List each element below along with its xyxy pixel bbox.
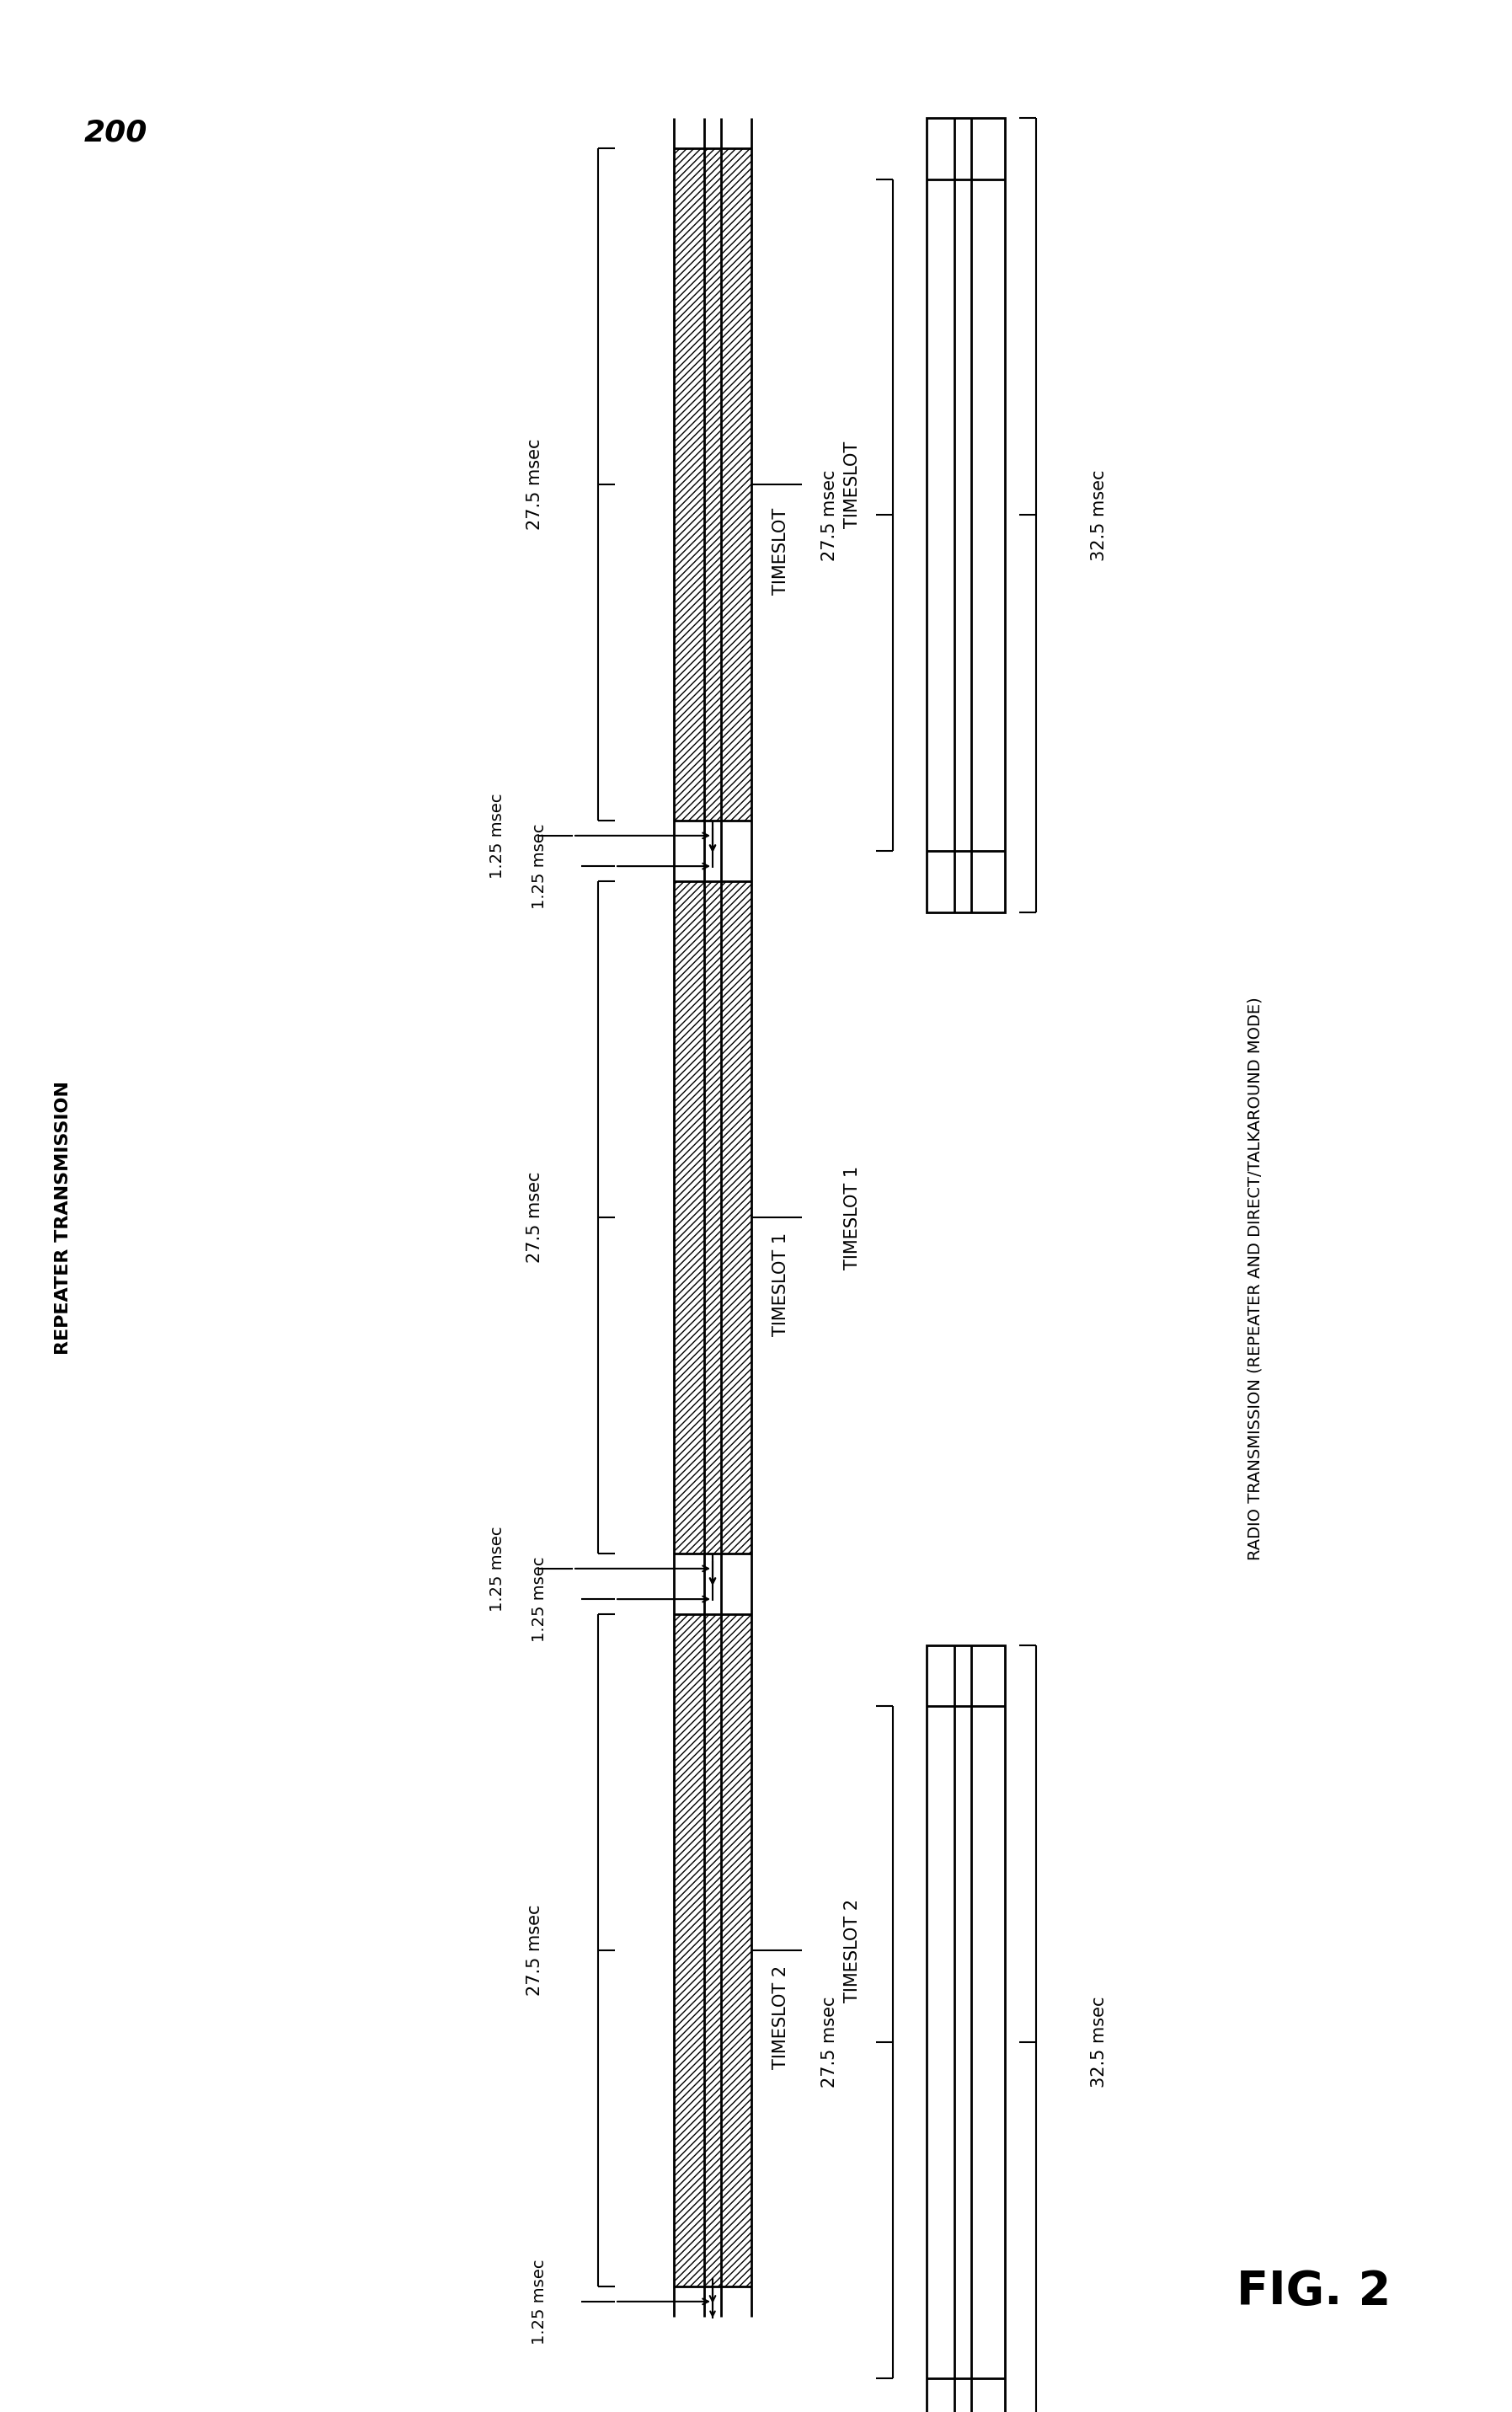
Text: 32.5 msec: 32.5 msec: [1090, 470, 1108, 560]
Text: 27.5 msec: 27.5 msec: [821, 470, 838, 560]
Text: TIMESLOT 2: TIMESLOT 2: [844, 1898, 860, 2002]
Bar: [927, 1705, 1005, 2378]
Text: 1.25 msec: 1.25 msec: [531, 1556, 547, 1643]
Text: 27.5 msec: 27.5 msec: [526, 1172, 543, 1264]
Bar: [927, 178, 1005, 851]
Text: TIMESLOT: TIMESLOT: [844, 441, 860, 528]
Text: RADIO TRANSMISSION (REPEATER AND DIRECT/TALKAROUND MODE): RADIO TRANSMISSION (REPEATER AND DIRECT/…: [1247, 996, 1263, 1561]
Text: 200: 200: [85, 118, 148, 147]
Text: 1.25 msec: 1.25 msec: [531, 2258, 547, 2344]
Text: 27.5 msec: 27.5 msec: [821, 1997, 838, 2089]
Bar: [674, 1614, 751, 2287]
Text: 32.5 msec: 32.5 msec: [1090, 1997, 1108, 2089]
Text: FIG. 2: FIG. 2: [1237, 2270, 1391, 2313]
Bar: [674, 150, 751, 820]
Bar: [927, 118, 1005, 912]
Text: 1.25 msec: 1.25 msec: [488, 794, 505, 878]
Text: TIMESLOT 1: TIMESLOT 1: [773, 1233, 789, 1336]
Bar: [674, 880, 751, 1553]
Text: 27.5 msec: 27.5 msec: [526, 1905, 543, 1997]
Text: 27.5 msec: 27.5 msec: [526, 439, 543, 531]
Text: TIMESLOT: TIMESLOT: [773, 509, 789, 596]
Text: TIMESLOT 2: TIMESLOT 2: [773, 1966, 789, 2069]
Text: 1.25 msec: 1.25 msec: [488, 1527, 505, 1611]
Bar: [927, 1645, 1005, 2412]
Text: REPEATER TRANSMISSION: REPEATER TRANSMISSION: [54, 1081, 71, 1353]
Text: TIMESLOT 1: TIMESLOT 1: [844, 1165, 860, 1269]
Text: 1.25 msec: 1.25 msec: [531, 822, 547, 909]
